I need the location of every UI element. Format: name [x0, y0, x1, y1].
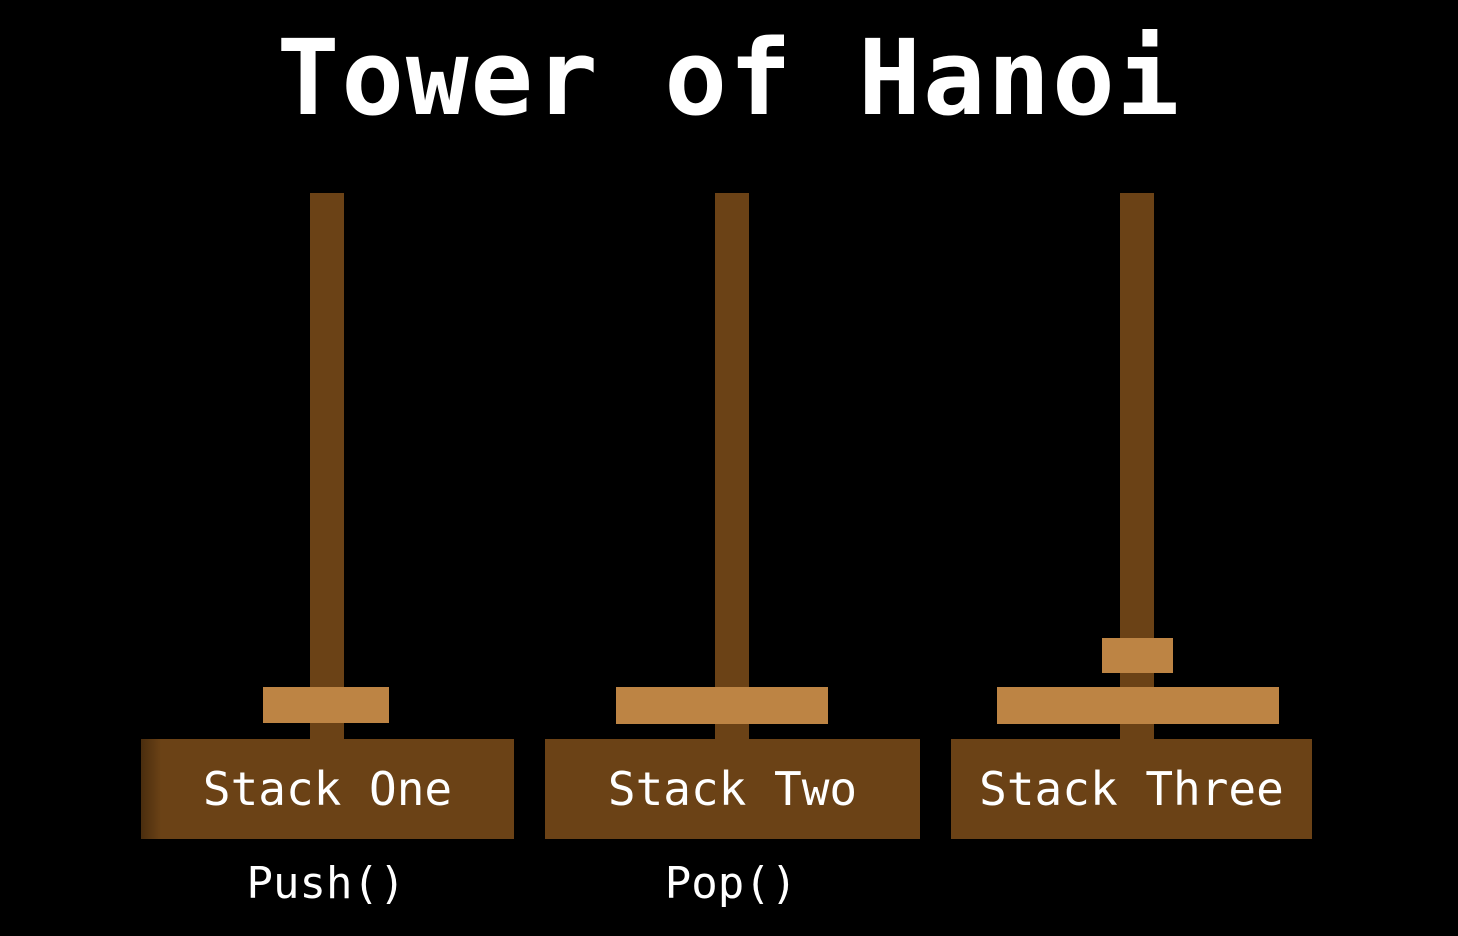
diagram-title: Tower of Hanoi [276, 17, 1182, 139]
stack-two-label: Stack Two [607, 762, 858, 816]
stack-two-operation: Pop() [664, 858, 798, 909]
stack-three-disk-large [997, 687, 1279, 724]
stack-one-operation: Push() [246, 858, 406, 909]
stack-two-rod [715, 193, 749, 740]
stack-one-base: Stack One [141, 739, 514, 839]
stack-one-rod [310, 193, 344, 740]
stack-three-label: Stack Three [979, 762, 1284, 816]
stack-three-base: Stack Three [951, 739, 1312, 839]
stack-one-disk-1 [263, 687, 389, 723]
stack-three-disk-small [1102, 638, 1173, 673]
stack-one-label: Stack One [202, 762, 453, 816]
stack-two-base: Stack Two [545, 739, 920, 839]
stack-two-disk-1 [616, 687, 828, 724]
